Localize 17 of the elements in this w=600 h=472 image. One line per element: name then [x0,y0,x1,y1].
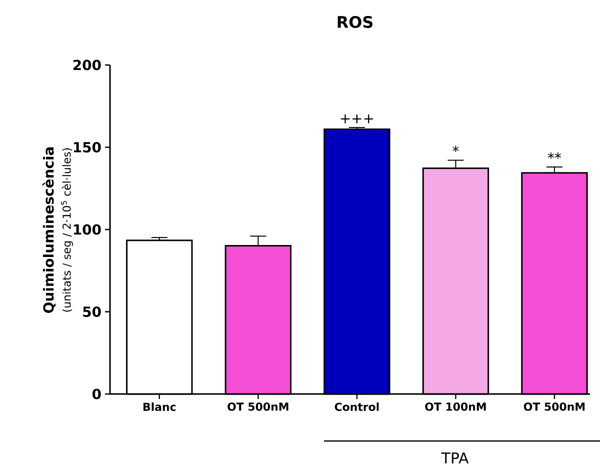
y-tick-label: 0 [92,388,101,400]
x-tick-label: OT 500nM [228,402,288,411]
x-tick-label: Blanc [143,402,176,411]
y-tick-label: 50 [83,306,101,318]
x-tick-label: Control [334,402,379,411]
annotation: ** [548,152,562,159]
annotation: * [452,146,459,152]
text: TPA [441,452,469,464]
y-tick-label: 200 [73,60,101,70]
text: (unitats / seg / 2·10$^{5}$ cèl·lules) [61,148,73,312]
y-tick-label: 100 [74,224,101,235]
y-tick-label: 150 [74,142,101,153]
x-tick-label: OT 500nM [524,402,585,411]
x-tick-label: OT 100nM [425,402,486,411]
annotation: +++ [340,114,373,124]
chart-title: ROS [338,16,372,28]
y-axis-title: Quimioluminescència [42,147,56,313]
